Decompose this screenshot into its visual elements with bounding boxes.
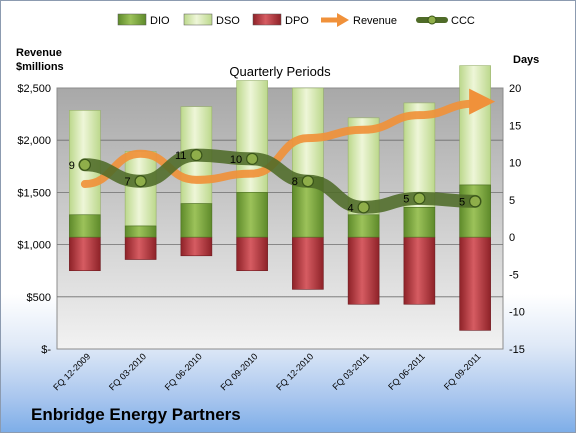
category-label: FQ 03-2011	[330, 351, 371, 392]
ccc-data-label: 5	[403, 193, 409, 205]
legend-label-dpo: DPO	[285, 15, 309, 27]
dio-bar	[459, 184, 491, 238]
left-tick-label: $1,000	[17, 240, 51, 252]
dpo-bar	[180, 236, 213, 257]
right-tick-label: 0	[509, 232, 515, 244]
plot-area	[56, 87, 504, 350]
left-axis-title: $millions	[16, 61, 64, 73]
right-tick-label: -15	[509, 344, 525, 356]
dio-bar	[347, 214, 380, 238]
company-name: Enbridge Energy Partners	[31, 405, 241, 424]
left-tick-label: $2,000	[17, 135, 51, 147]
dio-bar	[69, 214, 101, 238]
dpo-bar	[403, 236, 436, 305]
dio-bar	[124, 225, 157, 238]
ccc-marker	[469, 195, 482, 208]
ccc-data-label: 5	[459, 196, 465, 208]
legend-label-dso: DSO	[216, 15, 240, 27]
right-tick-label: 10	[509, 158, 521, 170]
chart-title: Quarterly Periods	[229, 64, 331, 79]
category-label: FQ 09-2011	[442, 351, 483, 392]
ccc-marker	[78, 158, 91, 171]
ccc-marker	[357, 201, 370, 214]
dio-bar	[403, 207, 436, 238]
dso-bar	[459, 65, 491, 186]
ccc-data-label: 8	[292, 176, 298, 188]
ccc-data-label: 9	[69, 160, 75, 172]
left-tick-label: $2,500	[17, 83, 51, 95]
ccc-line	[78, 148, 482, 214]
legend-label-dio: DIO	[150, 15, 170, 27]
right-tick-label: 20	[509, 83, 521, 95]
dso-bar	[292, 87, 324, 178]
legend-label-ccc: CCC	[451, 15, 475, 27]
ccc-data-label: 4	[348, 202, 354, 214]
category-label: FQ 09-2010	[219, 351, 260, 392]
legend-swatch-ccc-marker	[427, 15, 437, 25]
dpo-bar	[459, 236, 491, 331]
category-label: FQ 12-2010	[274, 351, 315, 392]
right-axis-title: Days	[513, 54, 539, 66]
right-tick-label: 15	[509, 120, 521, 132]
revenue-line	[80, 98, 482, 189]
category-label: FQ 03-2010	[107, 351, 148, 392]
left-axis-title: Revenue	[16, 47, 62, 59]
category-label: FQ 06-2010	[163, 351, 204, 392]
dio-bar	[236, 192, 268, 238]
category-label: FQ 06-2011	[386, 351, 427, 392]
ccc-data-label: 11	[175, 150, 186, 162]
legend-swatch-revenue-head	[337, 13, 349, 27]
ccc-marker	[413, 192, 426, 205]
legend-label-revenue: Revenue	[353, 15, 397, 27]
revenue-arrowhead	[469, 88, 496, 115]
ccc-data-label: 10	[230, 154, 242, 166]
legend-swatch-dso	[183, 13, 213, 26]
ccc-marker	[301, 175, 314, 188]
right-tick-label: -10	[509, 307, 525, 319]
left-tick-label: $1,500	[17, 187, 51, 199]
ccc-marker	[134, 175, 147, 188]
dio-bar	[180, 203, 213, 238]
left-tick-label: $-	[41, 344, 51, 356]
dso-bar	[124, 151, 157, 227]
dso-bar	[403, 102, 436, 208]
dpo-bar	[236, 236, 268, 271]
dpo-bar	[124, 236, 157, 260]
dpo-bar	[292, 236, 324, 290]
dpo-bar	[347, 236, 380, 305]
category-label: FQ 12-2009	[51, 351, 92, 392]
ccc-marker	[190, 149, 203, 162]
legend-swatch-dio	[117, 13, 147, 26]
left-tick-label: $500	[27, 292, 51, 304]
legend-swatch-dpo	[252, 13, 282, 26]
ccc-marker	[246, 152, 259, 165]
right-tick-label: 5	[509, 195, 515, 207]
right-tick-label: -5	[509, 269, 519, 281]
ccc-data-label: 7	[125, 176, 131, 188]
dpo-bar	[69, 236, 101, 271]
